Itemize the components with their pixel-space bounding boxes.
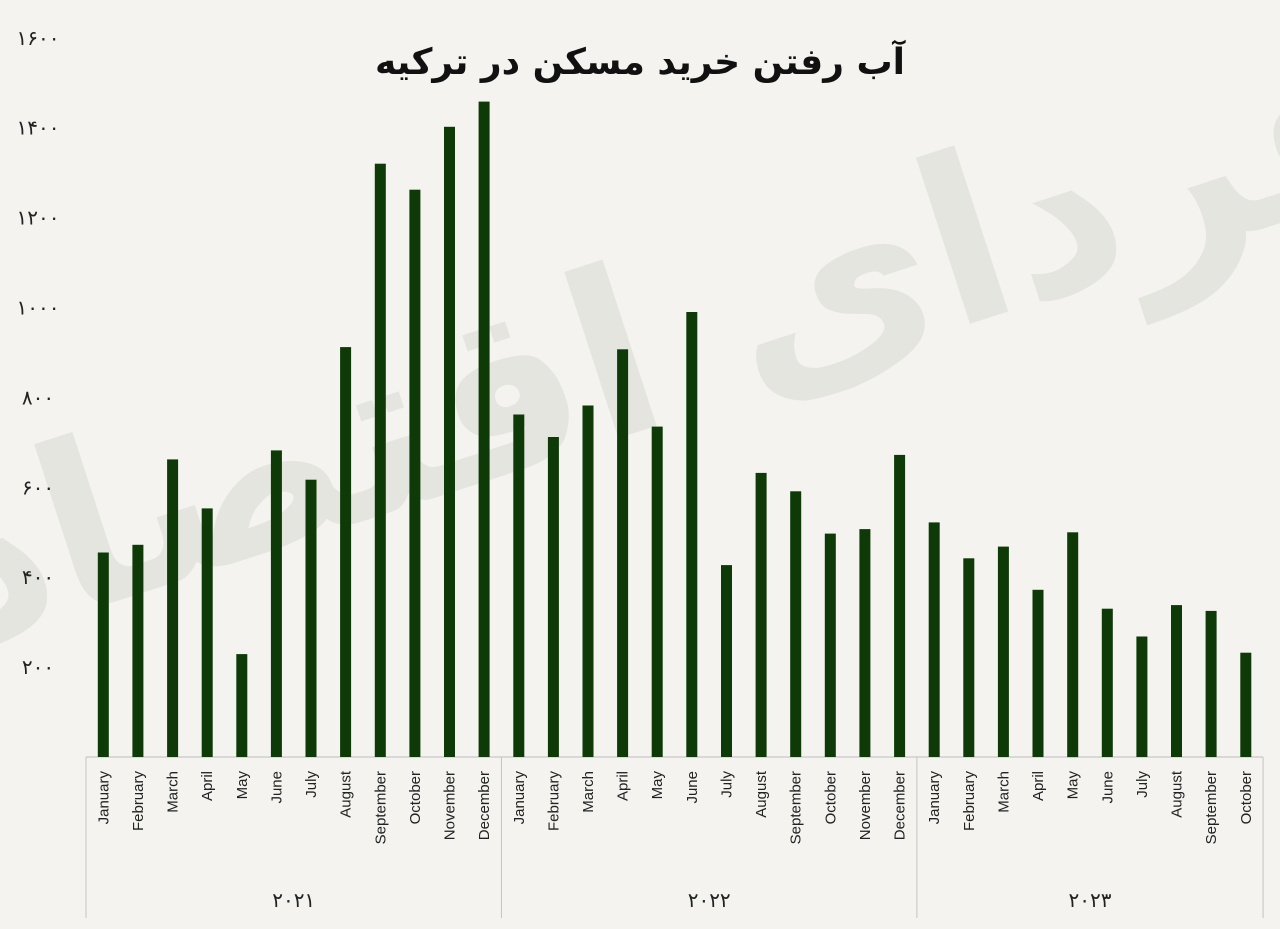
bar <box>686 312 698 757</box>
year-group-label: ۲۰۲۱ <box>272 888 315 912</box>
x-tick-label: March <box>995 771 1012 813</box>
x-tick-label: June <box>1099 771 1116 804</box>
x-tick-label: January <box>926 771 943 825</box>
bar <box>478 101 490 758</box>
x-tick-label: November <box>442 771 459 840</box>
x-tick-label: July <box>719 771 736 798</box>
x-tick-label: April <box>615 771 632 801</box>
bar <box>894 454 906 757</box>
bar <box>444 126 455 758</box>
bar <box>340 347 352 757</box>
watermark-logo: فردای اقتصاد <box>0 0 1280 706</box>
bar <box>1101 608 1113 757</box>
x-tick-label: August <box>338 770 355 818</box>
x-tick-label: July <box>1134 771 1151 798</box>
bar <box>374 163 386 757</box>
bar <box>617 349 629 757</box>
y-tick-label: ۴۰۰ <box>22 565 54 589</box>
x-tick-label: August <box>753 770 770 818</box>
bar <box>1205 610 1217 757</box>
x-tick-label: August <box>1169 770 1186 818</box>
x-tick-label: May <box>649 771 666 800</box>
x-tick-label: October <box>407 771 424 824</box>
bar <box>547 437 559 757</box>
y-tick-label: ۱۴۰۰ <box>17 116 60 140</box>
bar <box>755 472 767 757</box>
x-tick-label: February <box>130 771 147 832</box>
x-tick-label: January <box>511 771 528 825</box>
x-tick-label: October <box>1238 771 1255 824</box>
bar <box>859 529 871 757</box>
x-tick-label: February <box>545 771 562 832</box>
x-tick-label: June <box>684 771 701 804</box>
x-tick-label: April <box>199 771 216 801</box>
bar <box>97 552 109 757</box>
chart-title: آب رفتن خرید مسکن در ترکیه <box>375 39 907 83</box>
y-tick-label: ۱۲۰۰ <box>17 206 60 230</box>
bar <box>236 654 248 757</box>
bar <box>513 414 525 757</box>
x-tick-label: June <box>268 771 285 804</box>
bar <box>1171 605 1182 757</box>
bar <box>132 544 144 757</box>
x-tick-label: April <box>1030 771 1047 801</box>
labels-layer: ۲۰۰ ۴۰۰ ۶۰۰ ۸۰۰ ۱۰۰۰ ۱۲۰۰ ۱۴۰۰ ۱۶۰۰ January Febru… <box>17 26 1255 912</box>
x-tick-label: November <box>857 771 874 840</box>
bar <box>409 189 421 757</box>
x-tick-label: December <box>476 771 493 840</box>
y-tick-label: ۱۶۰۰ <box>17 26 60 50</box>
bar <box>790 491 802 757</box>
x-tick-label: February <box>961 771 978 832</box>
y-tick-label: ۱۰۰۰ <box>17 296 60 320</box>
y-tick-label: ۶۰۰ <box>22 475 54 499</box>
bar <box>270 450 282 757</box>
bar <box>824 533 836 757</box>
bar <box>1032 589 1044 757</box>
bar <box>963 558 975 757</box>
x-tick-label: January <box>95 771 112 825</box>
bar <box>1067 532 1079 758</box>
x-tick-label: September <box>372 771 389 844</box>
bar <box>1240 652 1252 757</box>
x-tick-label: September <box>788 771 805 844</box>
bar <box>1136 636 1148 757</box>
bar <box>167 459 179 757</box>
y-tick-label: ۸۰۰ <box>22 385 54 409</box>
y-tick-label: ۲۰۰ <box>22 655 54 679</box>
x-tick-label: May <box>234 771 251 800</box>
axis-layer <box>85 756 1264 918</box>
bar <box>928 522 940 757</box>
x-tick-label: March <box>165 771 182 813</box>
x-tick-label: December <box>892 771 909 840</box>
bars-layer <box>97 101 1252 758</box>
svg-text:فردای اقتصاد: فردای اقتصاد <box>0 0 1280 706</box>
x-tick-label: July <box>303 771 320 798</box>
bar <box>651 426 663 757</box>
bar <box>201 508 213 757</box>
bar <box>997 546 1009 757</box>
bar <box>305 479 317 757</box>
bar <box>721 565 732 757</box>
bar <box>582 405 594 757</box>
x-tick-label: October <box>822 771 839 824</box>
year-group-label: ۲۰۲۲ <box>688 888 731 912</box>
x-tick-label: May <box>1065 771 1082 800</box>
year-group-label: ۲۰۲۳ <box>1069 888 1112 912</box>
x-tick-label: September <box>1203 771 1220 844</box>
x-tick-label: March <box>580 771 597 813</box>
